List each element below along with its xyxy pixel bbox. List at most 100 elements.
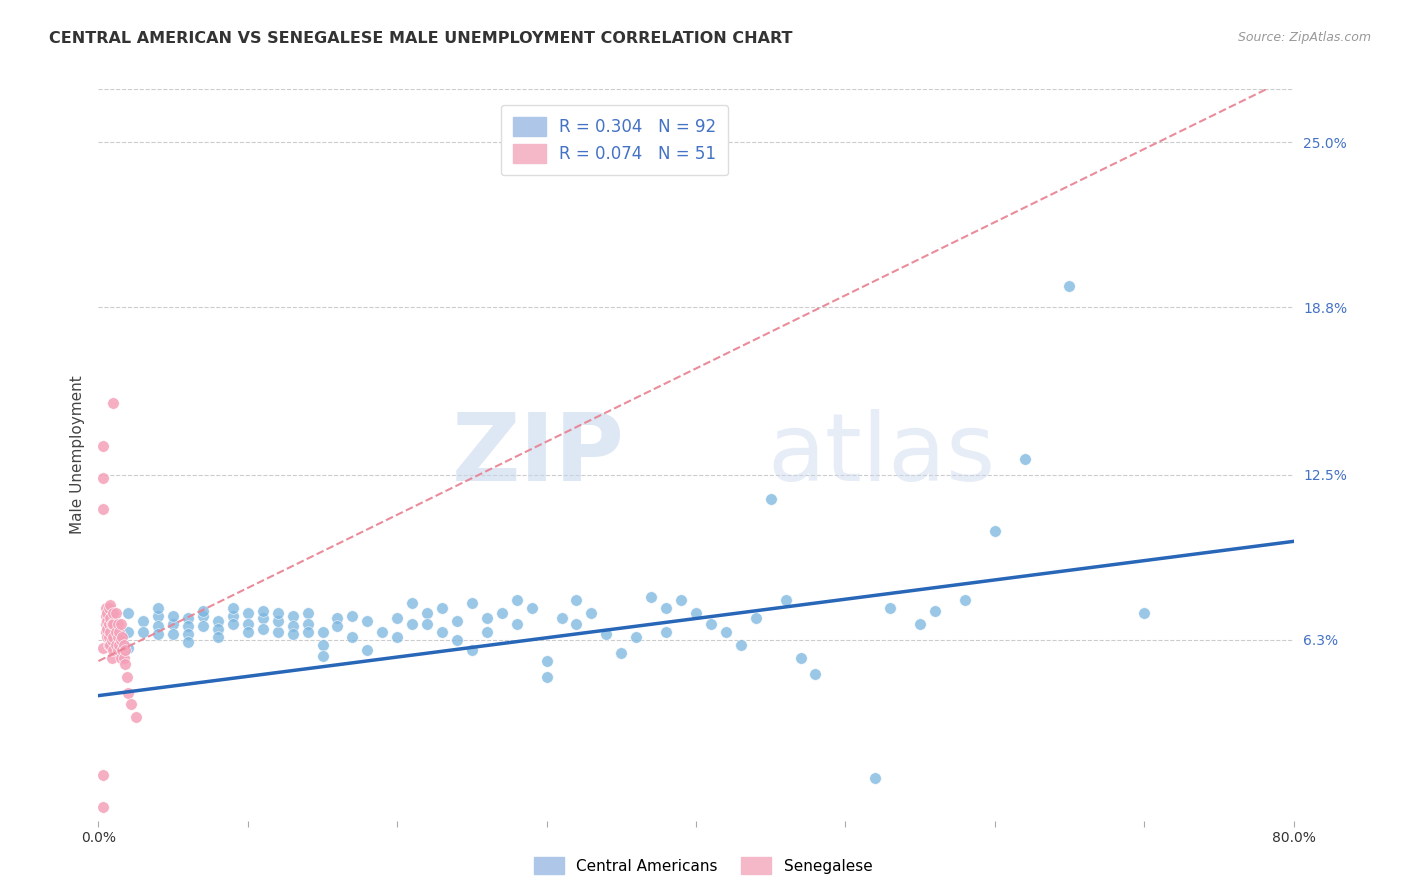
Point	[114, 643, 136, 657]
Point	[117, 606, 139, 620]
Point	[595, 627, 617, 641]
Point	[103, 616, 125, 631]
Point	[148, 600, 170, 615]
Point	[626, 630, 648, 644]
Point	[953, 593, 976, 607]
Point	[97, 600, 120, 615]
Point	[297, 616, 319, 631]
Point	[252, 611, 274, 625]
Point	[401, 616, 423, 631]
Point	[191, 603, 214, 617]
Point	[110, 632, 132, 647]
Point	[91, 502, 114, 516]
Point	[775, 593, 797, 607]
Point	[120, 697, 142, 711]
Point	[506, 593, 529, 607]
Point	[111, 643, 134, 657]
Point	[745, 611, 768, 625]
Point	[98, 638, 122, 652]
Point	[804, 667, 827, 681]
Point	[281, 627, 304, 641]
Point	[91, 439, 114, 453]
Point	[177, 619, 200, 633]
Point	[101, 651, 124, 665]
Point	[97, 638, 120, 652]
Point	[91, 800, 114, 814]
Point	[103, 606, 125, 620]
Point	[177, 627, 200, 641]
Point	[461, 643, 484, 657]
Point	[112, 638, 135, 652]
Point	[356, 643, 378, 657]
Point	[326, 611, 349, 625]
Point	[98, 598, 122, 612]
Point	[110, 616, 132, 631]
Point	[655, 600, 678, 615]
Point	[297, 624, 319, 639]
Text: ZIP: ZIP	[451, 409, 624, 501]
Point	[101, 632, 124, 647]
Point	[98, 624, 122, 639]
Point	[94, 608, 117, 623]
Point	[96, 622, 118, 636]
Point	[177, 635, 200, 649]
Point	[96, 630, 118, 644]
Point	[714, 624, 737, 639]
Point	[908, 616, 931, 631]
Point	[125, 710, 148, 724]
Point	[207, 614, 229, 628]
Point	[98, 611, 122, 625]
Point	[446, 632, 468, 647]
Y-axis label: Male Unemployment: Male Unemployment	[69, 376, 84, 534]
Point	[94, 624, 117, 639]
Point	[207, 622, 229, 636]
Point	[924, 603, 946, 617]
Point	[326, 619, 349, 633]
Point	[111, 630, 134, 644]
Point	[97, 616, 120, 631]
Point	[655, 624, 678, 639]
Point	[342, 608, 364, 623]
Point	[222, 600, 245, 615]
Point	[162, 616, 184, 631]
Legend: R = 0.304   N = 92, R = 0.074   N = 51: R = 0.304 N = 92, R = 0.074 N = 51	[501, 105, 728, 175]
Point	[385, 630, 409, 644]
Point	[191, 619, 214, 633]
Point	[1133, 606, 1156, 620]
Point	[103, 630, 125, 644]
Point	[342, 630, 364, 644]
Point	[191, 608, 214, 623]
Point	[416, 616, 439, 631]
Point	[550, 611, 572, 625]
Point	[669, 593, 692, 607]
Point	[297, 606, 319, 620]
Point	[610, 646, 633, 660]
Point	[177, 611, 200, 625]
Point	[267, 606, 290, 620]
Point	[1059, 279, 1081, 293]
Point	[107, 616, 129, 631]
Point	[91, 470, 114, 484]
Point	[103, 643, 125, 657]
Text: CENTRAL AMERICAN VS SENEGALESE MALE UNEMPLOYMENT CORRELATION CHART: CENTRAL AMERICAN VS SENEGALESE MALE UNEM…	[49, 31, 793, 46]
Point	[222, 616, 245, 631]
Point	[401, 595, 423, 609]
Point	[103, 396, 125, 410]
Point	[94, 600, 117, 615]
Point	[446, 614, 468, 628]
Point	[91, 768, 114, 782]
Point	[865, 771, 887, 785]
Point	[267, 614, 290, 628]
Point	[117, 640, 139, 655]
Point	[356, 614, 378, 628]
Point	[108, 624, 131, 639]
Point	[207, 630, 229, 644]
Point	[416, 606, 439, 620]
Point	[491, 606, 513, 620]
Point	[107, 643, 129, 657]
Point	[789, 651, 811, 665]
Point	[236, 616, 259, 631]
Point	[281, 619, 304, 633]
Point	[984, 524, 1007, 538]
Point	[430, 600, 453, 615]
